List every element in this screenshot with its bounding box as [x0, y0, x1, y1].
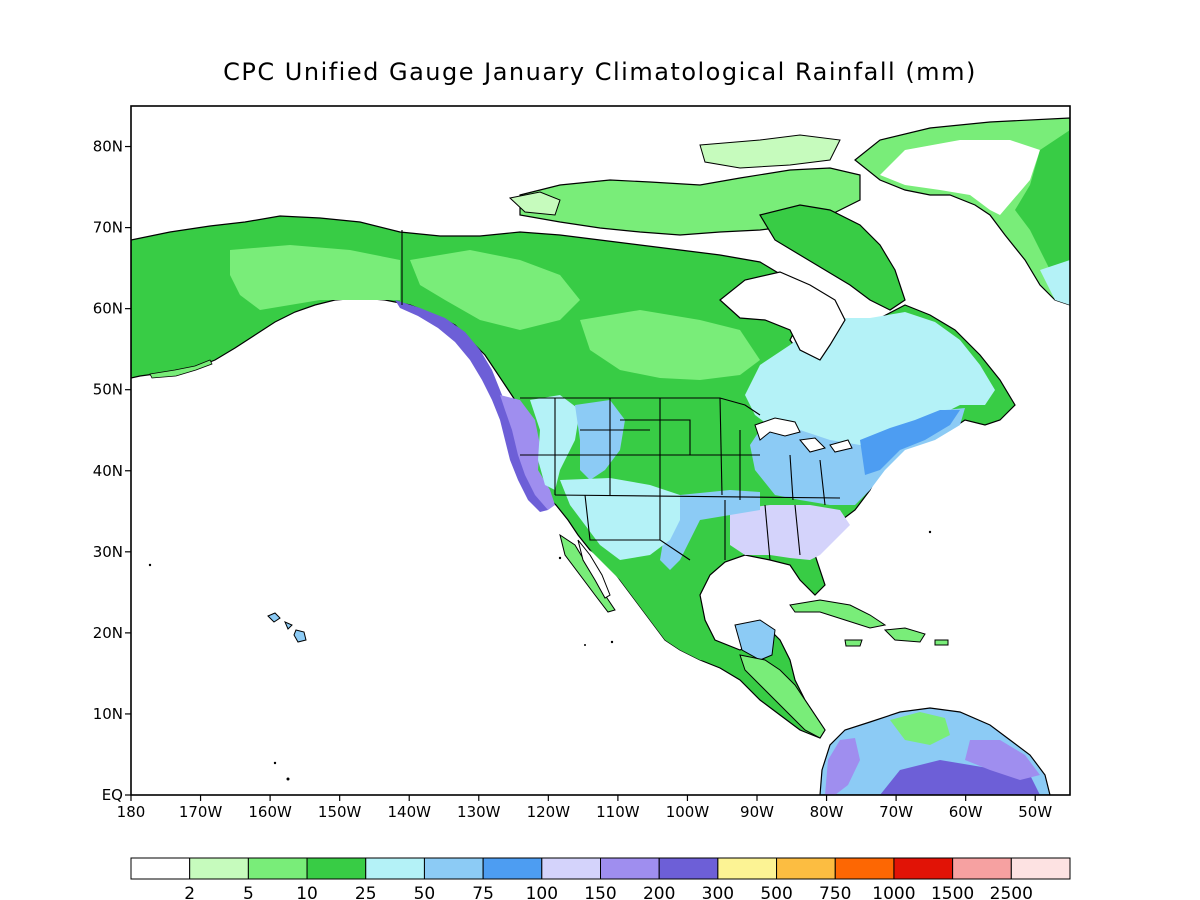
- lon-tick-label: 100W: [666, 803, 710, 821]
- minor-islands: [148, 530, 932, 781]
- baffin-island: [759, 204, 906, 311]
- hawaii-islands: [267, 612, 307, 643]
- western-rockies-blue: [575, 400, 625, 480]
- map-title: CPC Unified Gauge January Climatological…: [223, 58, 977, 86]
- lat-tick-label: 20N: [93, 624, 123, 642]
- colorbar-swatch: [247, 857, 308, 880]
- plot-frame: [130, 105, 1071, 796]
- guianas-wet: [965, 740, 1040, 780]
- colorbar-swatch: [600, 857, 660, 880]
- arctic-islands-dry: [508, 191, 561, 216]
- lat-tick-label: 70N: [93, 219, 123, 237]
- jamaica: [844, 639, 863, 647]
- amazon-wet: [880, 760, 1040, 795]
- lat-tick-label: 50N: [93, 381, 123, 399]
- canada-central-light: [580, 310, 760, 380]
- venezuela-dry: [890, 712, 950, 745]
- colorbar-label: 5: [243, 884, 254, 900]
- colorbar-swatch: [658, 857, 719, 880]
- political-boundaries: [401, 230, 841, 561]
- alaska-interior: [230, 245, 400, 310]
- hispaniola: [883, 627, 926, 643]
- lon-tick-label: 160W: [248, 803, 292, 821]
- longitude-axis: 180 170W 160W 150W 140W 130W 120W 110W 100W 90W 80…: [117, 795, 1052, 821]
- colorbar-swatch: [834, 857, 895, 880]
- colorbar-swatch: [1010, 857, 1071, 880]
- puerto-rico: [934, 639, 949, 646]
- colorbar-swatch: [189, 857, 249, 880]
- lat-tick-label: 60N: [93, 300, 123, 318]
- lat-tick-label: 40N: [93, 462, 123, 480]
- colorbar-label: 75: [472, 884, 494, 900]
- colorbar-label: 10: [296, 884, 318, 900]
- colorbar-swatch: [776, 857, 836, 880]
- colorbar-swatch: [365, 857, 425, 880]
- colorbar-label: 500: [760, 884, 792, 900]
- colorbar-label: 150: [584, 884, 616, 900]
- midwest-transition: [660, 490, 760, 570]
- latitude-axis: 80N 70N 60N 50N 40N 30N 20N 10N EQ: [93, 138, 131, 804]
- colorbar-swatch: [130, 857, 191, 880]
- lon-tick-label: 90W: [740, 803, 774, 821]
- yucatan-peninsula: [734, 619, 776, 661]
- colorbar-swatch: [541, 857, 601, 880]
- arctic-high-islands: [699, 134, 841, 169]
- southeast-us-wet: [730, 505, 850, 560]
- lon-tick-label: 110W: [596, 803, 640, 821]
- greenland-south-tip-wet: [1040, 260, 1070, 305]
- colorbar-label: 200: [643, 884, 675, 900]
- lat-tick-label: EQ: [102, 786, 123, 804]
- lat-tick-label: 80N: [93, 138, 123, 156]
- plot-area: [131, 106, 1070, 795]
- aleutian-islands: [149, 359, 213, 379]
- mexico-dry: [590, 550, 740, 665]
- lon-tick-label: 130W: [457, 803, 501, 821]
- colombia-wet: [825, 738, 860, 795]
- lon-tick-label: 140W: [387, 803, 431, 821]
- colorbar-label: 300: [702, 884, 734, 900]
- northeast-coast-wetter: [860, 410, 960, 475]
- greenland-east-coast-wet: [1015, 130, 1070, 270]
- lat-tick-label: 10N: [93, 705, 123, 723]
- great-lakes: [754, 417, 853, 453]
- colorbar-swatch: [423, 857, 484, 880]
- colorbar-label: 1000: [872, 884, 915, 900]
- colorbar-label: 25: [355, 884, 377, 900]
- greenland-ice-dry-zone: [880, 140, 1040, 215]
- lon-tick-label: 80W: [810, 803, 844, 821]
- colorbar-swatch: [306, 857, 367, 880]
- colorbar-label: 2: [184, 884, 195, 900]
- pacific-northwest-coast-wet: [395, 300, 548, 512]
- lon-tick-label: 170W: [179, 803, 223, 821]
- colorbar: 2 5 10 25 50 75 100 150 200 300 500 750 1000 1500 2500: [130, 857, 1071, 900]
- lon-tick-label: 150W: [318, 803, 362, 821]
- lon-tick-label: 70W: [879, 803, 913, 821]
- canada-interior-light: [410, 250, 580, 330]
- lat-tick-label: 30N: [93, 543, 123, 561]
- colorbar-label: 750: [819, 884, 851, 900]
- colorbar-label: 100: [526, 884, 558, 900]
- lon-tick-label: 180: [117, 803, 146, 821]
- colorbar-label: 2500: [990, 884, 1033, 900]
- lon-tick-label: 60W: [949, 803, 983, 821]
- lon-tick-label: 120W: [527, 803, 571, 821]
- pacific-northwest-inland-wet: [500, 395, 555, 510]
- colorbar-label: 50: [414, 884, 436, 900]
- colorbar-swatch: [952, 857, 1012, 880]
- central-america: [739, 654, 826, 739]
- hudson-bay: [719, 271, 846, 361]
- cuba: [789, 599, 887, 629]
- colorbar-swatch: [482, 857, 543, 880]
- colorbar-swatch: [893, 857, 954, 880]
- lon-tick-label: 50W: [1018, 803, 1052, 821]
- colorbar-label: 1500: [931, 884, 974, 900]
- gulf-of-california: [577, 539, 611, 599]
- colorbar-swatch: [717, 857, 778, 880]
